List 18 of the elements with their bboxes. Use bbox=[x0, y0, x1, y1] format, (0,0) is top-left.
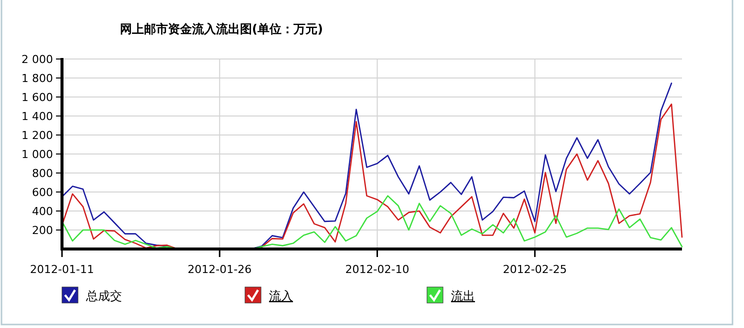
legend-label: 流入 bbox=[269, 289, 293, 303]
legend-label: 总成交 bbox=[85, 289, 122, 303]
y-tick-label: 400 bbox=[32, 205, 53, 218]
y-tick-label: 1 400 bbox=[22, 110, 53, 123]
y-tick-label: 2 000 bbox=[22, 53, 53, 66]
y-tick-label: 200 bbox=[32, 224, 53, 237]
y-tick-label: 1 200 bbox=[22, 129, 53, 142]
x-tick-label: 2012-02-25 bbox=[502, 263, 567, 276]
y-tick-label: 800 bbox=[32, 167, 53, 180]
x-tick-label: 2012-02-10 bbox=[345, 263, 410, 276]
y-tick-label: 600 bbox=[32, 186, 53, 199]
legend-label: 流出 bbox=[451, 289, 475, 303]
x-tick-label: 2012-01-26 bbox=[188, 263, 252, 276]
y-tick-label: 1 600 bbox=[22, 91, 53, 104]
y-tick-label: 1 000 bbox=[22, 148, 53, 161]
y-tick-label: 1 800 bbox=[22, 72, 53, 85]
x-tick-label: 2012-01-11 bbox=[30, 263, 94, 276]
chart-title: 网上邮市资金流入流出图(单位：万元) bbox=[120, 22, 323, 36]
